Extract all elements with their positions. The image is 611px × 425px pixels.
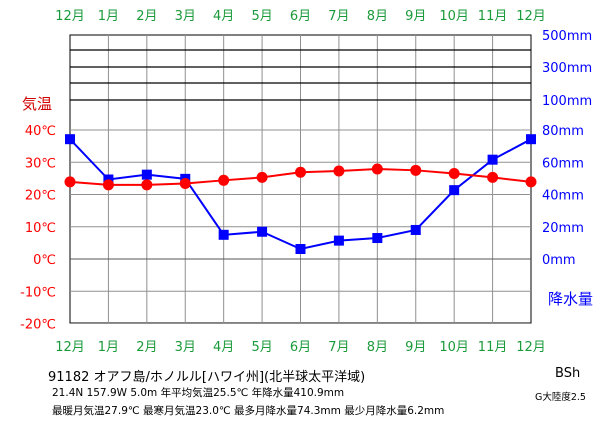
bottom-month-labels: 12月 1月 2月 3月 4月 5月 6月 7月 8月 9月 10月 11月 12月 bbox=[55, 340, 546, 355]
bottom-month-label: 12月 bbox=[55, 340, 85, 355]
precipitation-marker bbox=[526, 134, 536, 145]
station-summary: 21.4N 157.9W 5.0m 年平均気温25.5℃ 年降水量410.9mm bbox=[52, 387, 345, 399]
bottom-month-label: 1月 bbox=[98, 340, 119, 355]
precipitation-tick-label: 100mm bbox=[542, 94, 592, 109]
precipitation-tick-label: 40mm bbox=[542, 189, 584, 204]
precipitation-tick-label: 60mm bbox=[542, 156, 584, 171]
temperature-tick-label: 30℃ bbox=[25, 156, 56, 171]
top-month-label: 7月 bbox=[328, 9, 349, 24]
top-month-label: 6月 bbox=[290, 9, 311, 24]
bottom-month-label: 2月 bbox=[136, 340, 157, 355]
temperature-marker bbox=[448, 168, 460, 180]
temperature-marker bbox=[333, 165, 345, 177]
precipitation-marker bbox=[410, 224, 421, 235]
temperature-tick-label: -20℃ bbox=[20, 318, 56, 333]
precipitation-tick-label: 500mm bbox=[542, 29, 592, 44]
chart-grid bbox=[69, 34, 532, 324]
temperature-tick-label: 10℃ bbox=[25, 221, 56, 236]
top-month-label: 11月 bbox=[478, 9, 508, 24]
temperature-series bbox=[64, 163, 537, 191]
temperature-marker bbox=[487, 171, 499, 183]
temperature-axis: 40℃ 30℃ 20℃ 10℃ 0℃ -10℃ -20℃ bbox=[20, 124, 56, 333]
temperature-marker bbox=[371, 163, 383, 175]
temperature-marker bbox=[102, 179, 114, 191]
temperature-tick-label: -10℃ bbox=[20, 285, 56, 300]
precipitation-axis: 500mm 300mm 100mm 80mm 60mm 40mm 20mm 0mm bbox=[542, 29, 592, 268]
top-month-label: 12月 bbox=[55, 9, 85, 24]
precipitation-marker bbox=[487, 154, 498, 165]
precipitation-marker bbox=[218, 229, 229, 240]
top-month-label: 3月 bbox=[175, 9, 196, 24]
temperature-marker bbox=[179, 178, 191, 190]
temperature-marker bbox=[141, 179, 153, 191]
bottom-month-label: 6月 bbox=[290, 340, 311, 355]
bottom-month-label: 5月 bbox=[251, 340, 272, 355]
precipitation-marker bbox=[449, 185, 460, 196]
temperature-axis-title: 気温 bbox=[22, 95, 52, 113]
precipitation-marker bbox=[141, 169, 152, 180]
top-month-labels: 12月 1月 2月 3月 4月 5月 6月 7月 8月 9月 10月 11月 12月 bbox=[55, 9, 546, 24]
bottom-month-label: 9月 bbox=[405, 340, 426, 355]
precipitation-marker bbox=[65, 134, 75, 145]
precipitation-marker bbox=[295, 244, 306, 255]
bottom-month-label: 10月 bbox=[439, 340, 469, 355]
top-month-label: 4月 bbox=[213, 9, 234, 24]
precipitation-tick-label: 300mm bbox=[542, 61, 592, 76]
bottom-month-label: 8月 bbox=[367, 340, 388, 355]
temperature-tick-label: 0℃ bbox=[33, 253, 56, 268]
top-month-label: 10月 bbox=[439, 9, 469, 24]
top-month-label: 1月 bbox=[98, 9, 119, 24]
bottom-month-label: 12月 bbox=[516, 340, 546, 355]
bottom-month-label: 11月 bbox=[478, 340, 508, 355]
temperature-tick-label: 20℃ bbox=[25, 189, 56, 204]
temperature-marker bbox=[64, 176, 76, 188]
top-month-label: 5月 bbox=[251, 9, 272, 24]
temperature-marker bbox=[295, 166, 306, 178]
temperature-marker bbox=[218, 174, 230, 186]
precipitation-tick-label: 20mm bbox=[542, 221, 584, 236]
precipitation-marker bbox=[333, 235, 344, 246]
station-title: 91182 オアフ島/ホノルル[ハワイ州](北半球太平洋域) bbox=[48, 370, 366, 385]
continentality-index: G大陸度2.5 bbox=[535, 392, 586, 403]
temperature-marker bbox=[256, 171, 268, 183]
bottom-month-label: 4月 bbox=[213, 340, 234, 355]
climate-classification: BSh bbox=[555, 366, 581, 381]
top-month-label: 8月 bbox=[367, 9, 388, 24]
bottom-month-label: 7月 bbox=[328, 340, 349, 355]
temperature-marker bbox=[525, 176, 537, 188]
top-month-label: 9月 bbox=[405, 9, 426, 24]
precipitation-tick-label: 80mm bbox=[542, 124, 584, 139]
top-month-label: 2月 bbox=[136, 9, 157, 24]
precipitation-marker bbox=[257, 226, 268, 237]
bottom-month-label: 3月 bbox=[175, 340, 196, 355]
temperature-marker bbox=[410, 164, 422, 176]
precipitation-axis-title: 降水量 bbox=[548, 290, 593, 308]
precipitation-tick-label: 0mm bbox=[542, 253, 576, 268]
top-month-label: 12月 bbox=[516, 9, 546, 24]
temperature-tick-label: 40℃ bbox=[25, 124, 56, 139]
station-extremes: 最暖月気温27.9℃ 最寒月気温23.0℃ 最多月降水量74.3mm 最少月降水… bbox=[52, 405, 445, 417]
precipitation-marker bbox=[372, 233, 383, 244]
